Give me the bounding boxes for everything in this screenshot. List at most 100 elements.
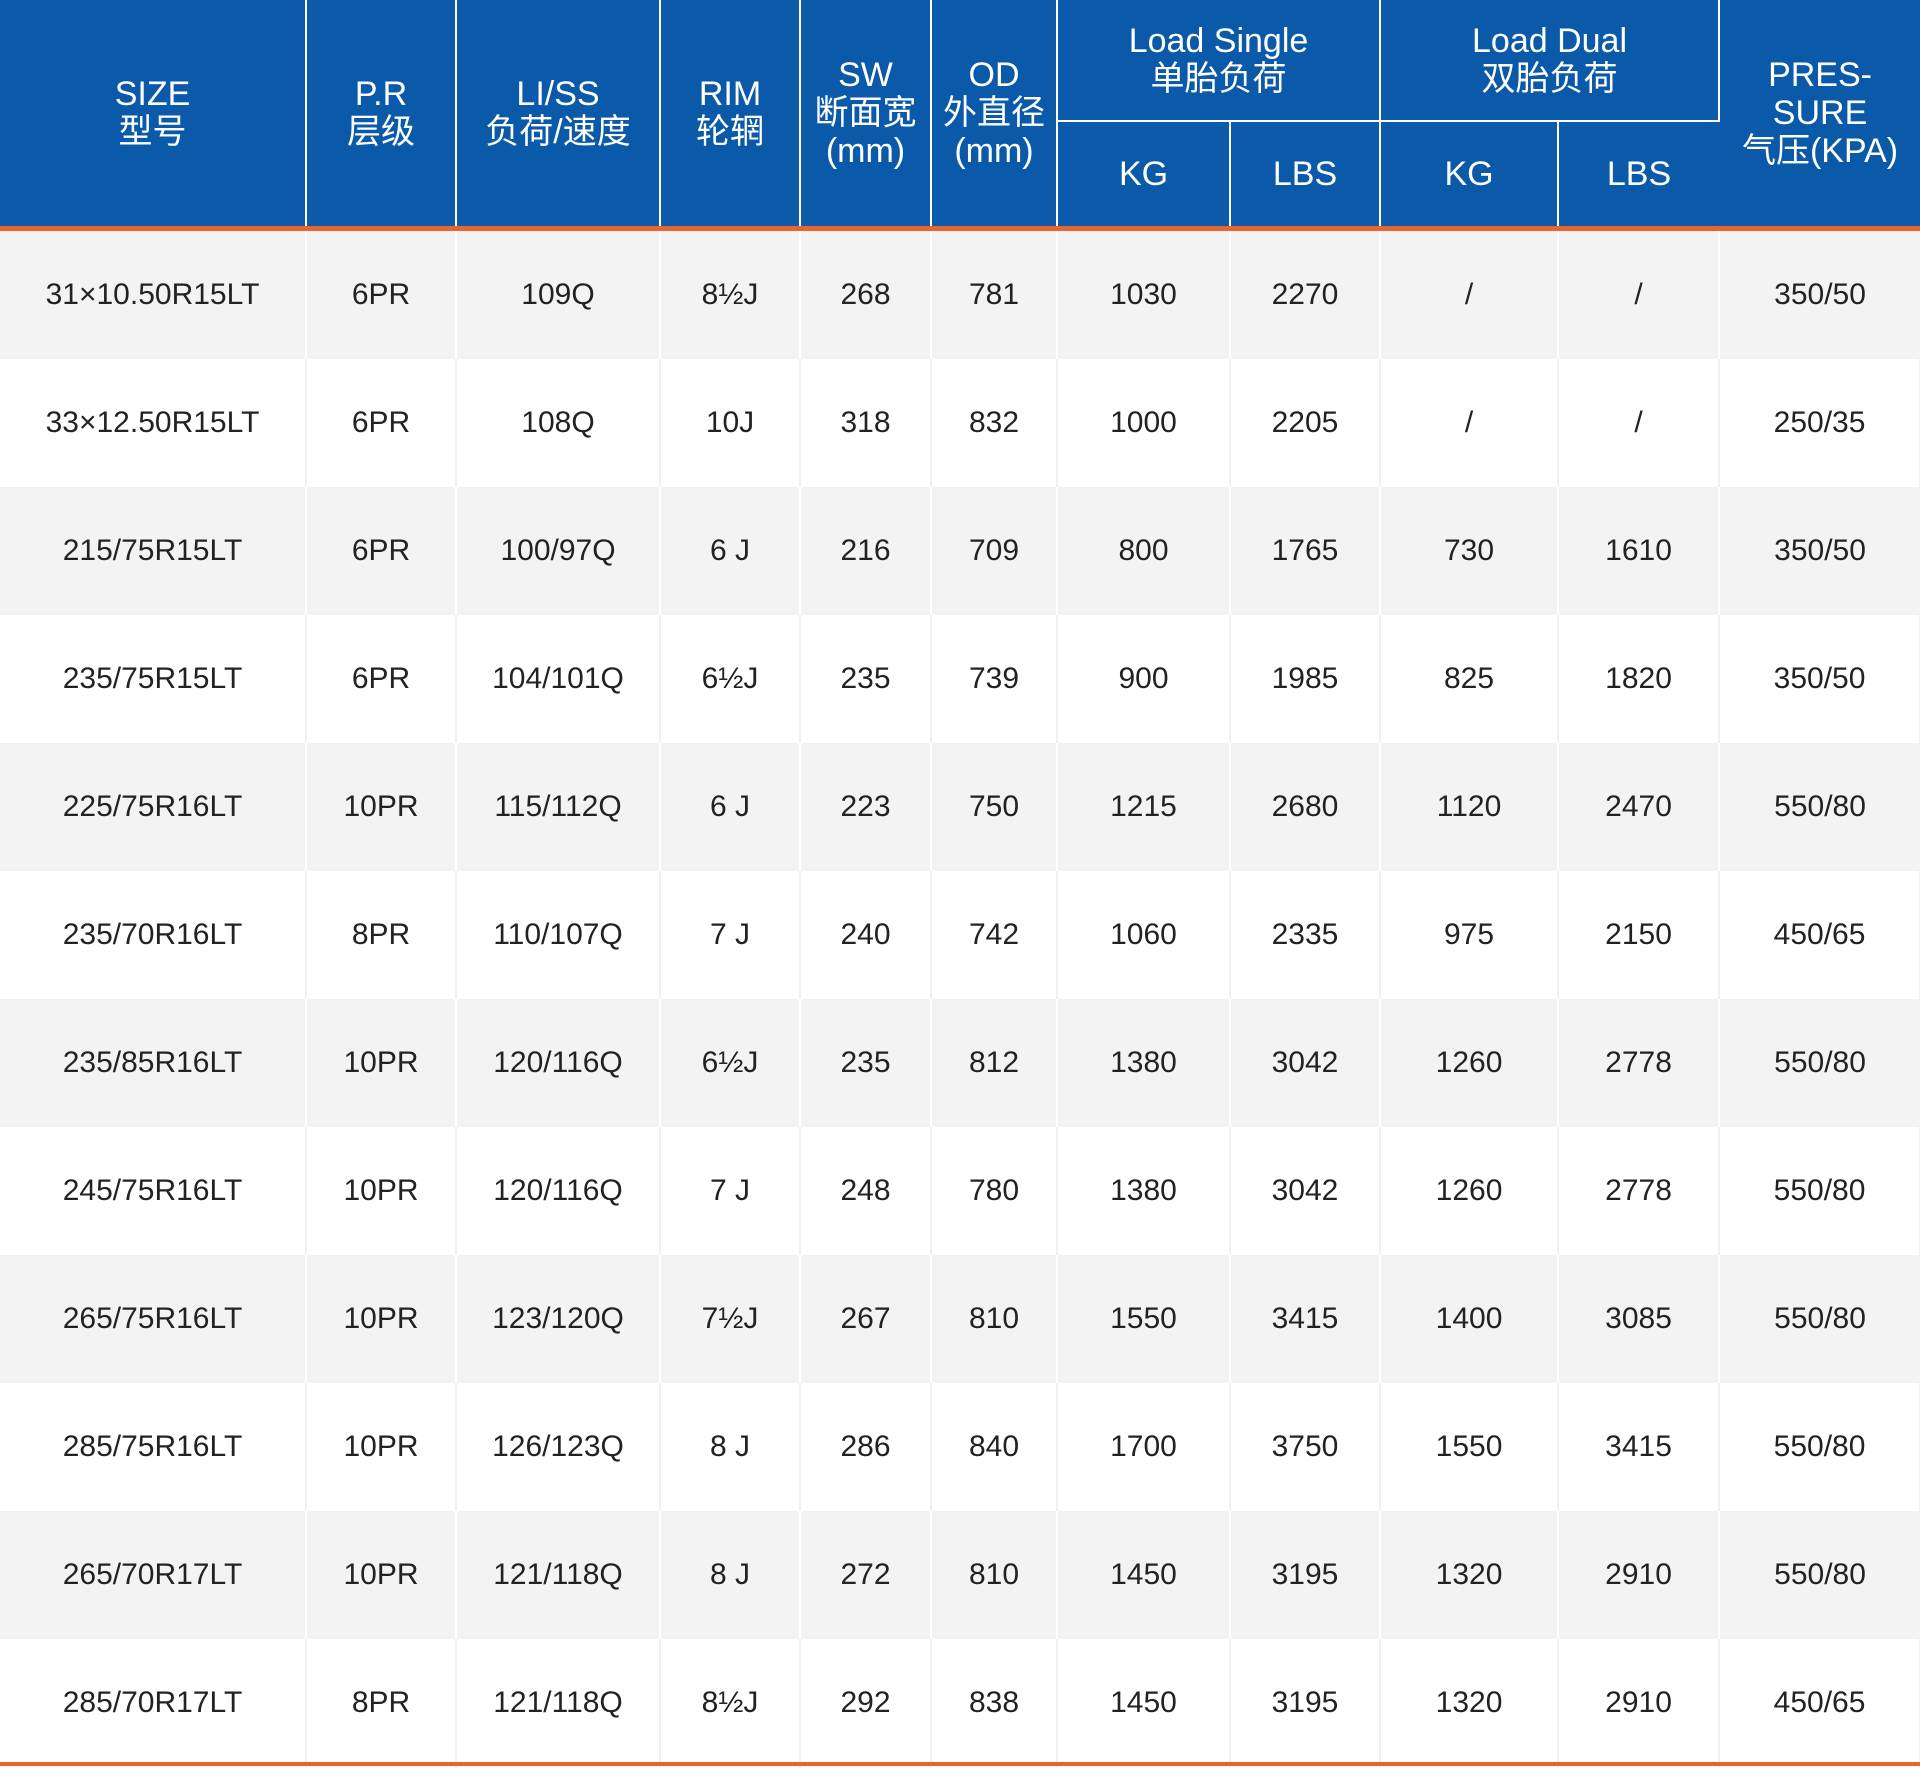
table-row: 225/75R16LT 10PR 115/112Q 6 J 223 750 1215 2680… xyxy=(0,743,1920,871)
cell-single-kg: 1000 xyxy=(1057,359,1231,487)
cell-rim: 7½J xyxy=(660,1255,801,1383)
cell-single-lbs: 3750 xyxy=(1230,1383,1382,1511)
cell-od: 750 xyxy=(931,743,1058,871)
cell-single-kg: 900 xyxy=(1057,615,1231,743)
cell-pr: 6PR xyxy=(306,487,457,615)
cell-li-ss: 120/116Q xyxy=(456,999,661,1127)
cell-li-ss: 123/120Q xyxy=(456,1255,661,1383)
cell-od: 810 xyxy=(931,1255,1058,1383)
cell-dual-lbs: / xyxy=(1558,228,1721,359)
cell-pr: 10PR xyxy=(306,1127,457,1255)
cell-od: 840 xyxy=(931,1383,1058,1511)
cell-od: 739 xyxy=(931,615,1058,743)
cell-pr: 6PR xyxy=(306,359,457,487)
cell-li-ss: 121/118Q xyxy=(456,1639,661,1767)
cell-pressure: 550/80 xyxy=(1719,999,1920,1127)
cell-single-lbs: 1765 xyxy=(1230,487,1382,615)
cell-size: 285/75R16LT xyxy=(0,1383,307,1511)
header-load-single: Load Single 单胎负荷 xyxy=(1057,0,1382,122)
cell-sw: 318 xyxy=(800,359,932,487)
cell-dual-lbs: 2778 xyxy=(1558,999,1721,1127)
cell-size: 265/75R16LT xyxy=(0,1255,307,1383)
cell-sw: 235 xyxy=(800,999,932,1127)
cell-li-ss: 109Q xyxy=(456,228,661,359)
cell-single-kg: 1060 xyxy=(1057,871,1231,999)
cell-dual-kg: 1260 xyxy=(1380,999,1560,1127)
cell-rim: 6 J xyxy=(660,487,801,615)
cell-dual-kg: / xyxy=(1380,359,1560,487)
header-od: OD 外直径 (mm) xyxy=(931,0,1058,231)
cell-li-ss: 121/118Q xyxy=(456,1511,661,1639)
cell-pressure: 550/80 xyxy=(1719,1383,1920,1511)
header-dual-lbs: LBS xyxy=(1558,121,1720,231)
cell-sw: 292 xyxy=(800,1639,932,1767)
table-row: 31×10.50R15LT 6PR 109Q 8½J 268 781 1030 2270//3… xyxy=(0,228,1920,359)
cell-pressure: 550/80 xyxy=(1719,1127,1920,1255)
cell-rim: 10J xyxy=(660,359,801,487)
cell-single-kg: 1550 xyxy=(1057,1255,1231,1383)
header-size: SIZE 型号 xyxy=(0,0,307,231)
cell-size: 215/75R15LT xyxy=(0,487,307,615)
cell-single-kg: 1700 xyxy=(1057,1383,1231,1511)
cell-dual-kg: 1260 xyxy=(1380,1127,1560,1255)
cell-dual-kg: 1320 xyxy=(1380,1639,1560,1767)
cell-pr: 6PR xyxy=(306,228,457,359)
cell-rim: 8½J xyxy=(660,228,801,359)
cell-dual-lbs: 1610 xyxy=(1558,487,1721,615)
table-row: 245/75R16LT 10PR 120/116Q 7 J 248 780 1380 3042… xyxy=(0,1127,1920,1255)
cell-li-ss: 104/101Q xyxy=(456,615,661,743)
cell-rim: 8 J xyxy=(660,1511,801,1639)
cell-pressure: 550/80 xyxy=(1719,743,1920,871)
cell-single-lbs: 3415 xyxy=(1230,1255,1382,1383)
cell-size: 31×10.50R15LT xyxy=(0,228,307,359)
header-single-lbs: LBS xyxy=(1230,121,1382,231)
cell-sw: 223 xyxy=(800,743,932,871)
cell-pr: 10PR xyxy=(306,1255,457,1383)
cell-sw: 216 xyxy=(800,487,932,615)
cell-single-lbs: 2205 xyxy=(1230,359,1382,487)
header-pr: P.R 层级 xyxy=(306,0,457,231)
header-pressure: PRES- SURE 气压(KPA) xyxy=(1719,0,1920,231)
cell-rim: 7 J xyxy=(660,1127,801,1255)
cell-size: 265/70R17LT xyxy=(0,1511,307,1639)
cell-od: 709 xyxy=(931,487,1058,615)
cell-single-kg: 1380 xyxy=(1057,1127,1231,1255)
cell-sw: 286 xyxy=(800,1383,932,1511)
cell-dual-lbs: 2150 xyxy=(1558,871,1721,999)
header-dual-kg: KG xyxy=(1380,121,1560,231)
cell-pressure: 550/80 xyxy=(1719,1255,1920,1383)
cell-rim: 7 J xyxy=(660,871,801,999)
cell-rim: 6½J xyxy=(660,615,801,743)
cell-pressure: 350/50 xyxy=(1719,487,1920,615)
cell-li-ss: 100/97Q xyxy=(456,487,661,615)
cell-dual-kg: 825 xyxy=(1380,615,1560,743)
cell-dual-lbs: 2910 xyxy=(1558,1639,1721,1767)
cell-od: 832 xyxy=(931,359,1058,487)
cell-size: 245/75R16LT xyxy=(0,1127,307,1255)
cell-pr: 6PR xyxy=(306,615,457,743)
cell-single-lbs: 3195 xyxy=(1230,1639,1382,1767)
table-row: 215/75R15LT 6PR 100/97Q 6 J 216 709 800 1765 730… xyxy=(0,487,1920,615)
cell-dual-lbs: 2470 xyxy=(1558,743,1721,871)
table-row: 265/75R16LT 10PR 123/120Q 7½J 267 810 1550 3415… xyxy=(0,1255,1920,1383)
cell-pressure: 450/65 xyxy=(1719,871,1920,999)
cell-dual-kg: 1320 xyxy=(1380,1511,1560,1639)
cell-dual-lbs: 1820 xyxy=(1558,615,1721,743)
cell-size: 33×12.50R15LT xyxy=(0,359,307,487)
table-row: 285/75R16LT 10PR 126/123Q 8 J 286 840 1700 3750… xyxy=(0,1383,1920,1511)
cell-li-ss: 120/116Q xyxy=(456,1127,661,1255)
cell-single-lbs: 3195 xyxy=(1230,1511,1382,1639)
table-row: 33×12.50R15LT 6PR 108Q 10J 318 832 1000 2205//2… xyxy=(0,359,1920,487)
cell-dual-kg: 1550 xyxy=(1380,1383,1560,1511)
cell-rim: 8 J xyxy=(660,1383,801,1511)
cell-dual-lbs: 3415 xyxy=(1558,1383,1721,1511)
cell-dual-kg: 730 xyxy=(1380,487,1560,615)
cell-pressure: 250/35 xyxy=(1719,359,1920,487)
cell-od: 812 xyxy=(931,999,1058,1127)
cell-pr: 10PR xyxy=(306,999,457,1127)
cell-size: 225/75R16LT xyxy=(0,743,307,871)
cell-od: 742 xyxy=(931,871,1058,999)
cell-single-lbs: 2335 xyxy=(1230,871,1382,999)
cell-dual-lbs: 2910 xyxy=(1558,1511,1721,1639)
cell-li-ss: 126/123Q xyxy=(456,1383,661,1511)
